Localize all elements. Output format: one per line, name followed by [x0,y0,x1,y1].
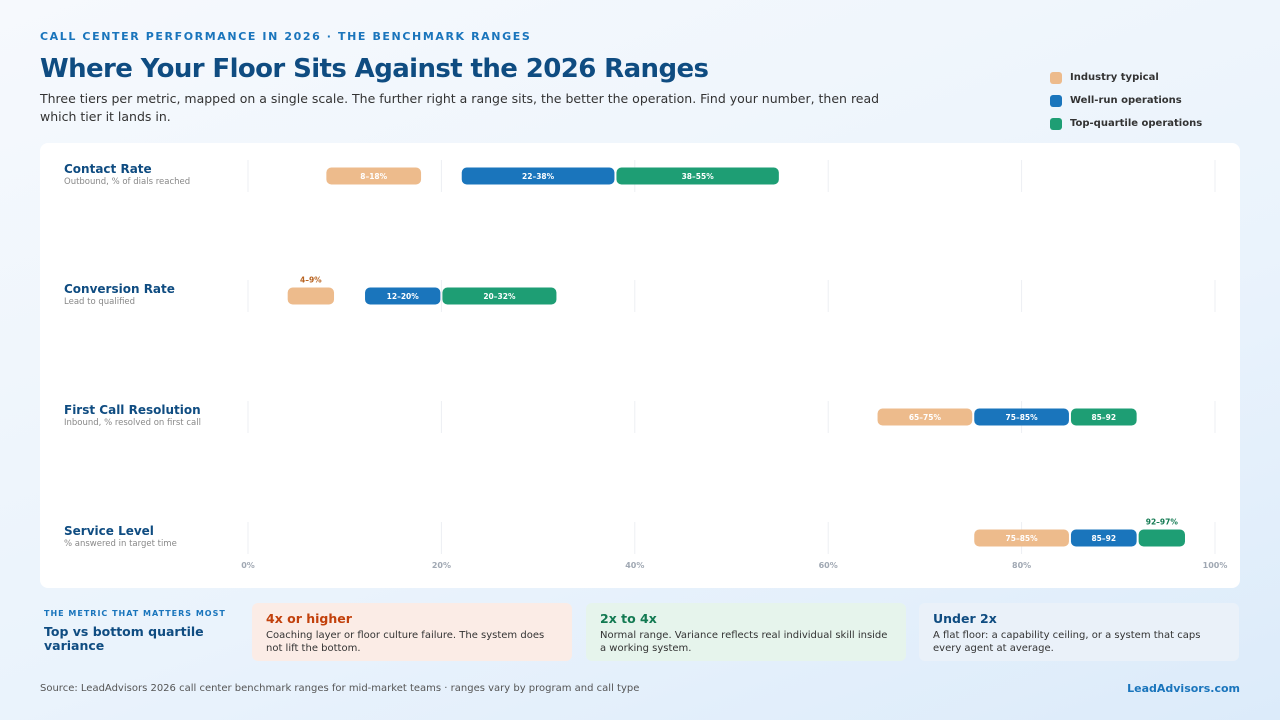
category-note: Outbound, % of dials reached [64,177,190,187]
value-label: 65–75% [909,413,942,422]
card: Under 2x A flat floor: a capability ceil… [919,603,1239,661]
x-tick-label: 60% [819,561,838,570]
range-bar [877,408,973,426]
category-note: % answered in target time [64,539,177,549]
legend-label: Industry typical [1070,72,1159,83]
value-label: 92–97% [1146,518,1179,527]
value-label: 85–92 [1091,413,1116,422]
card-text: Normal range. Variance reflects real ind… [600,630,888,654]
range-bar [287,287,335,305]
range-bar [1070,408,1137,426]
subtitle: Three tiers per metric, mapped on a sing… [40,91,880,124]
range-bar [616,167,779,185]
range-bar [326,167,422,185]
card: 4x or higher Coaching layer or floor cul… [252,603,572,661]
value-label: 85–92 [1091,534,1116,543]
card-title: Under 2x [933,611,997,626]
x-tick-label: 80% [1012,561,1031,570]
range-bar [1138,529,1185,547]
card-title: 4x or higher [266,611,352,626]
legend-swatch [1050,94,1062,107]
category-note: Inbound, % resolved on first call [64,418,201,428]
value-label: 20–32% [483,292,516,301]
value-label: 75–85% [1006,413,1039,422]
category-label: First Call Resolution [64,403,201,417]
range-bar [442,287,557,305]
legend-label: Well-run operations [1070,95,1182,106]
chart-panel: 0% 20% 40% 60% 80% 100% Contact Rate Outbound, … [40,143,1240,588]
value-label: 12–20% [387,292,420,301]
title: Where Your Floor Sits Against the 2026 R… [40,54,709,84]
range-bar [461,167,615,185]
value-label: 75–85% [1006,534,1039,543]
kicker: CALL CENTER PERFORMANCE IN 2026 · THE BE… [40,30,532,43]
legend-item: Industry typical [1050,66,1202,89]
card: 2x to 4x Normal range. Variance reflects… [586,603,906,661]
category-label: Contact Rate [64,162,152,176]
legend-swatch [1050,71,1062,84]
x-tick-label: 0% [241,561,255,570]
source: Source: LeadAdvisors 2026 call center be… [40,683,640,694]
legend-label: Top-quartile operations [1070,118,1203,129]
callout-title: Top vs bottom quartile variance [44,624,204,653]
callout-kicker: THE METRIC THAT MATTERS MOST [44,609,226,618]
brand: LeadAdvisors.com [1127,682,1240,695]
legend: Industry typical Well-run operations Top-q… [1050,66,1202,135]
value-label: 8–18% [360,172,387,181]
range-bar [365,287,441,305]
chart: 0% 20% 40% 60% 80% 100% Contact RateOutbound, … [64,160,1228,570]
card-title: 2x to 4x [600,611,657,626]
legend-swatch [1050,117,1062,130]
value-label: 4–9% [300,276,322,285]
category-label: Service Level [64,524,154,538]
x-tick-label: 40% [625,561,644,570]
x-tick-label: 20% [432,561,451,570]
card-text: Coaching layer or floor culture failure.… [266,630,545,654]
value-label: 22–38% [522,172,555,181]
legend-item: Well-run operations [1050,89,1202,112]
range-bar [974,529,1069,547]
card-text: A flat floor: a capability ceiling, or a… [933,630,1201,654]
range-bar [974,408,1069,426]
legend-item: Top-quartile operations [1050,112,1202,135]
category-label: Conversion Rate [64,282,175,296]
range-bar [1070,529,1137,547]
value-label: 38–55% [682,172,715,181]
category-note: Lead to qualified [64,297,135,307]
x-tick-label: 100% [1203,561,1228,570]
